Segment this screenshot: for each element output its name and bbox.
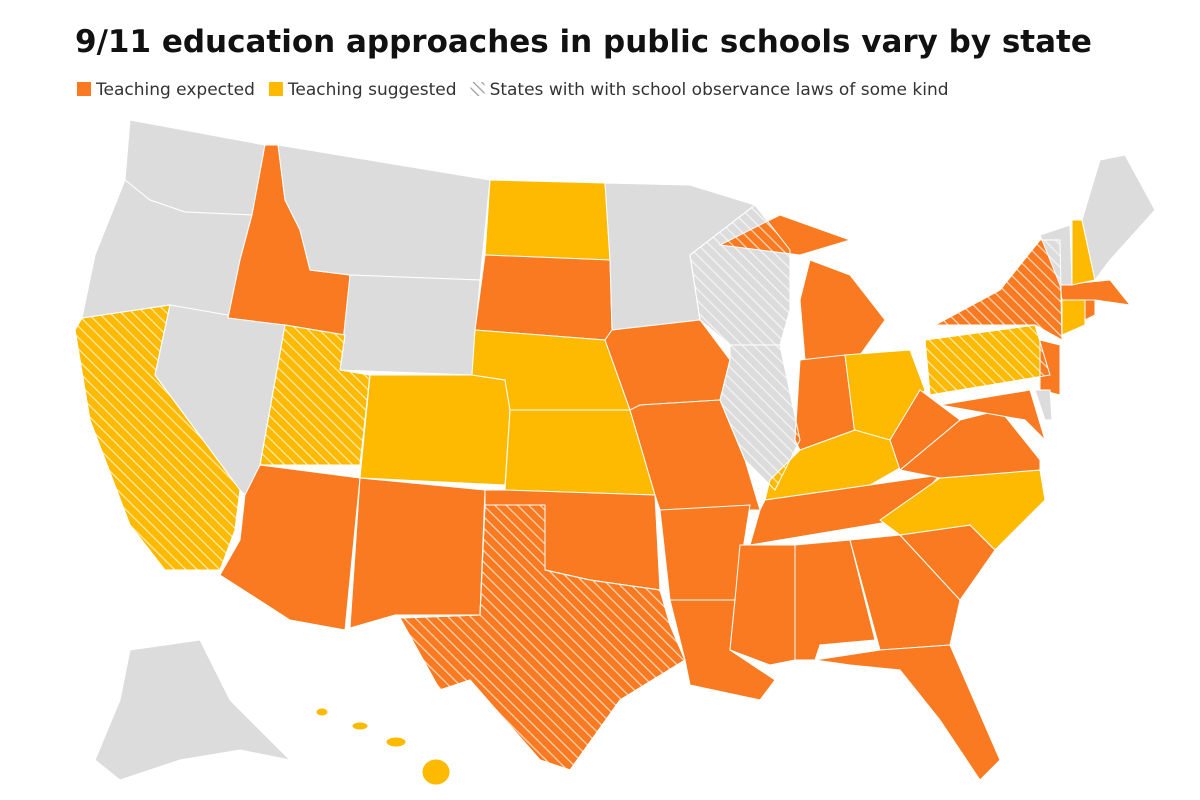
- state: [385, 736, 407, 748]
- state: [1059, 279, 1132, 306]
- legend-swatch: [77, 82, 91, 96]
- hatch-overlay: [399, 504, 686, 771]
- state: [849, 534, 961, 651]
- hatch-overlay: [934, 239, 1063, 341]
- legend-label: Teaching suggested: [287, 80, 457, 100]
- hatch-overlay: [719, 344, 801, 491]
- state: [277, 144, 491, 281]
- state: [729, 544, 796, 666]
- legend-swatch: [268, 82, 283, 96]
- state: [939, 389, 1046, 441]
- state: [814, 644, 1001, 781]
- state: [1084, 299, 1096, 321]
- state: [484, 179, 611, 261]
- legend: Teaching expected Teaching suggested State…: [77, 80, 949, 100]
- state: [94, 639, 292, 781]
- hatch-overlay: [259, 324, 371, 466]
- map: [74, 119, 1156, 786]
- state: [474, 254, 613, 341]
- state: [421, 758, 451, 786]
- legend-label: Teaching expected: [95, 80, 255, 100]
- legend-swatch: [470, 82, 485, 96]
- state: [315, 707, 329, 717]
- state: [351, 721, 369, 731]
- hatch-overlay: [924, 324, 1051, 396]
- state: [504, 409, 656, 496]
- state: [349, 477, 486, 629]
- state: [889, 389, 961, 471]
- hatch-overlay: [689, 204, 791, 346]
- state: [1081, 154, 1156, 282]
- state: [1034, 389, 1053, 421]
- hatch-overlay: [74, 304, 241, 571]
- state: [339, 274, 481, 376]
- title: 9/11 education approaches in public scho…: [75, 24, 1092, 60]
- state: [359, 374, 511, 486]
- state: [799, 259, 886, 361]
- state: [219, 464, 361, 631]
- state: [1061, 299, 1086, 336]
- legend-label: States with with school observance laws …: [490, 80, 949, 100]
